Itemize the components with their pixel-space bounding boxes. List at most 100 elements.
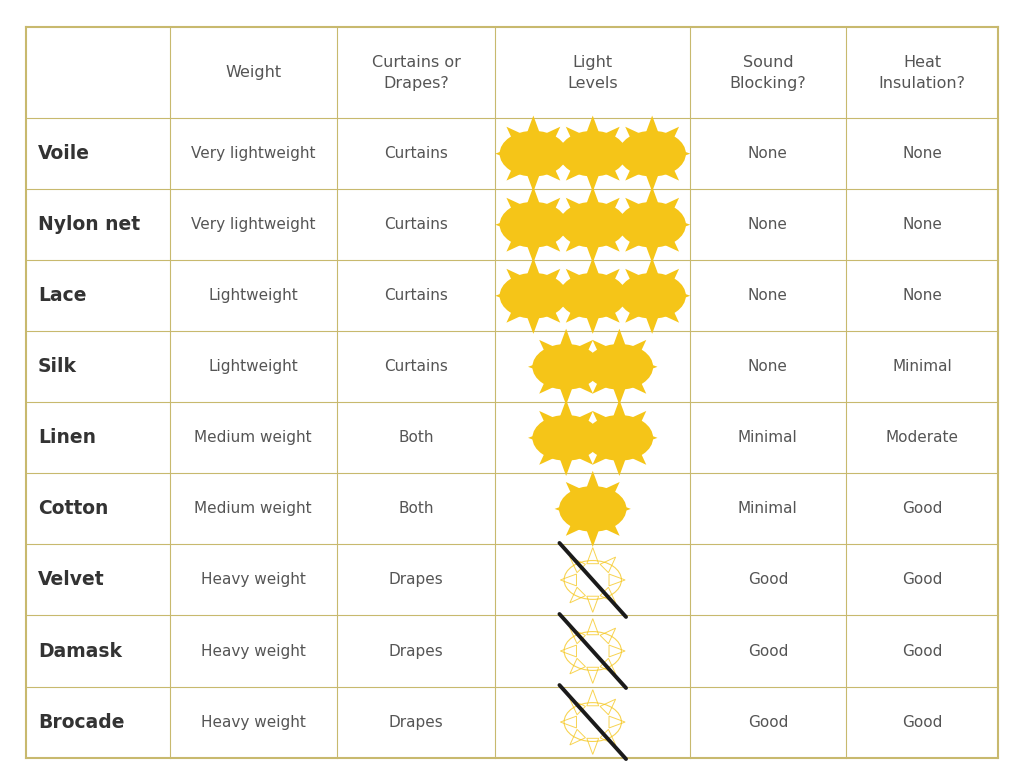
Polygon shape [559,329,573,347]
Polygon shape [601,305,620,322]
Polygon shape [553,218,571,232]
Polygon shape [526,172,541,192]
Polygon shape [645,186,659,206]
Polygon shape [507,305,524,322]
Text: Damask: Damask [38,642,122,660]
Polygon shape [507,127,524,145]
Polygon shape [582,360,600,374]
Polygon shape [526,258,541,277]
Polygon shape [660,127,679,145]
Text: Moderate: Moderate [886,430,958,445]
Polygon shape [593,447,610,465]
Polygon shape [559,457,573,476]
Polygon shape [601,517,620,536]
Ellipse shape [618,131,686,176]
Polygon shape [542,198,560,216]
Polygon shape [586,172,600,192]
Polygon shape [601,127,620,145]
Polygon shape [628,411,646,429]
Polygon shape [496,147,514,161]
Polygon shape [540,375,557,394]
Text: Heavy weight: Heavy weight [201,573,306,587]
Text: None: None [902,288,942,303]
Polygon shape [645,172,659,192]
Polygon shape [574,411,593,429]
Text: Lace: Lace [38,286,86,305]
Polygon shape [553,147,571,161]
Polygon shape [555,147,573,161]
Text: Cotton: Cotton [38,500,109,518]
Polygon shape [593,340,610,358]
Polygon shape [628,340,646,358]
Ellipse shape [559,131,627,176]
Polygon shape [660,162,679,180]
Polygon shape [526,116,541,134]
Polygon shape [614,218,633,232]
Ellipse shape [500,131,567,176]
Ellipse shape [559,202,627,248]
Polygon shape [574,340,593,358]
Polygon shape [586,528,600,547]
Polygon shape [626,269,643,287]
Polygon shape [593,375,610,394]
Polygon shape [553,289,571,303]
Polygon shape [628,375,646,394]
Polygon shape [601,198,620,216]
Text: None: None [902,218,942,232]
Text: None: None [748,359,787,375]
Polygon shape [628,447,646,465]
Text: Drapes: Drapes [389,715,443,730]
Polygon shape [639,431,657,444]
Polygon shape [586,471,600,490]
Polygon shape [645,258,659,277]
Text: Both: Both [398,430,434,445]
Text: Linen: Linen [38,428,96,448]
Polygon shape [612,457,627,476]
Polygon shape [574,375,593,394]
Text: None: None [902,146,942,161]
Text: Good: Good [902,715,942,730]
Polygon shape [672,289,690,303]
Polygon shape [496,218,514,232]
Polygon shape [586,431,604,444]
Polygon shape [507,233,524,252]
Polygon shape [612,329,627,347]
Text: Good: Good [748,573,788,587]
Polygon shape [566,305,584,322]
Text: Heavy weight: Heavy weight [201,643,306,658]
Ellipse shape [500,202,567,248]
Polygon shape [542,162,560,180]
Polygon shape [612,502,631,516]
Polygon shape [586,244,600,263]
Polygon shape [672,147,690,161]
Polygon shape [612,289,631,303]
Polygon shape [542,127,560,145]
Ellipse shape [586,415,653,461]
Polygon shape [528,360,547,374]
Text: Curtains or
Drapes?: Curtains or Drapes? [372,54,461,91]
Polygon shape [555,218,573,232]
Text: Heavy weight: Heavy weight [201,715,306,730]
Polygon shape [645,315,659,334]
Polygon shape [626,162,643,180]
Polygon shape [586,116,600,134]
Polygon shape [559,400,573,419]
Polygon shape [542,305,560,322]
Polygon shape [574,447,593,465]
Polygon shape [660,305,679,322]
Text: Curtains: Curtains [384,359,449,375]
Polygon shape [559,386,573,405]
Ellipse shape [532,415,600,461]
Text: None: None [748,146,787,161]
Polygon shape [612,218,631,232]
Polygon shape [542,233,560,252]
Polygon shape [526,315,541,334]
Polygon shape [639,360,657,374]
Polygon shape [626,127,643,145]
Ellipse shape [618,202,686,248]
Polygon shape [612,386,627,405]
Text: Drapes: Drapes [389,573,443,587]
Polygon shape [601,233,620,252]
Text: Good: Good [902,643,942,658]
Text: Both: Both [398,501,434,517]
